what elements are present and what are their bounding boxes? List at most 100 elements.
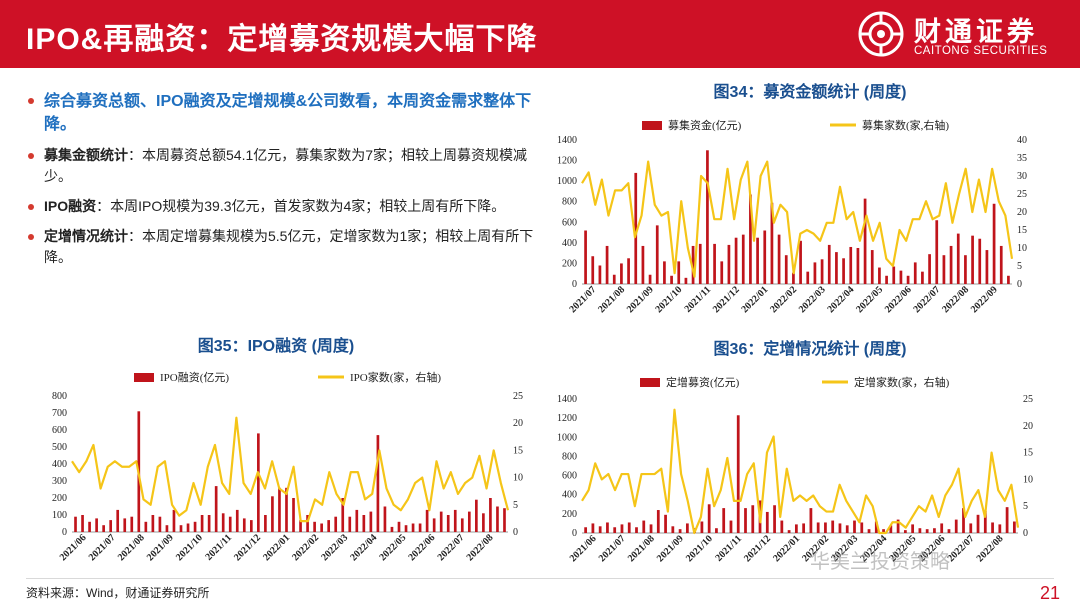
bar-mark xyxy=(1012,521,1016,533)
bar-mark xyxy=(856,248,860,284)
y-right-tick-label: 15 xyxy=(1017,225,1027,236)
x-tick-label: 2021/10 xyxy=(653,284,684,315)
bar-mark xyxy=(102,525,105,532)
chart-title-fig36: 图36：定增情况统计 (周度) xyxy=(713,341,907,358)
bar-mark xyxy=(729,520,733,533)
bar-mark xyxy=(432,518,436,532)
legend-swatch-bar xyxy=(642,121,662,130)
bar-mark xyxy=(896,519,900,533)
bullet-heading: 定增情况统计 xyxy=(44,228,128,244)
y-right-tick-label: 10 xyxy=(1023,474,1033,485)
x-tick-label: 2021/10 xyxy=(684,533,715,564)
bar-mark xyxy=(784,255,788,284)
y-right-tick-label: 5 xyxy=(513,500,518,511)
bar-mark xyxy=(838,523,842,533)
bar-mark xyxy=(903,530,907,533)
bullet-dot-icon xyxy=(28,234,34,240)
legend-label-bar: 定增募资(亿元) xyxy=(666,375,740,389)
bar-mark xyxy=(751,505,755,533)
y-right-tick-label: 10 xyxy=(1017,243,1027,254)
legend-label-bar: 募集资金(亿元) xyxy=(668,118,742,132)
logo-text-en: CAITONG SECURITIES xyxy=(914,45,1048,57)
bar-mark xyxy=(842,258,845,284)
bar-mark xyxy=(749,194,752,284)
y-right-tick-label: 25 xyxy=(1023,394,1033,405)
x-tick-label: 2022/08 xyxy=(975,533,1006,564)
y-left-tick-label: 400 xyxy=(562,490,577,501)
bar-mark xyxy=(809,508,813,533)
bar-mark xyxy=(874,521,878,533)
y-right-tick-label: 15 xyxy=(513,445,523,456)
bar-mark xyxy=(722,508,726,533)
bar-mark xyxy=(824,522,827,533)
bar-mark xyxy=(95,518,98,532)
bar-mark xyxy=(598,265,602,284)
bar-mark xyxy=(663,261,666,284)
bar-mark xyxy=(151,515,155,532)
bar-mark xyxy=(634,172,638,284)
y-right-tick-label: 0 xyxy=(1017,279,1022,290)
bar-mark xyxy=(949,245,953,284)
bar-mark xyxy=(913,262,917,284)
x-tick-label: 2022/04 xyxy=(348,532,379,563)
bar-mark xyxy=(906,275,910,284)
bar-mark xyxy=(482,513,485,532)
bar-mark xyxy=(1007,275,1010,284)
bar-mark xyxy=(816,522,820,533)
y-right-tick-label: 20 xyxy=(513,418,523,429)
x-tick-label: 2022/05 xyxy=(854,284,885,315)
bar-mark xyxy=(691,245,695,284)
bar-mark xyxy=(362,515,366,532)
x-tick-label: 2022/05 xyxy=(377,532,408,563)
x-tick-label: 2022/04 xyxy=(825,284,856,315)
y-left-tick-label: 200 xyxy=(562,509,577,520)
bar-mark xyxy=(991,522,994,533)
legend-label-line: 募集家数(家,右轴) xyxy=(862,118,949,132)
bar-mark xyxy=(765,511,769,533)
bar-mark xyxy=(235,509,239,532)
bar-mark xyxy=(278,487,281,532)
bullet-item: 定增情况统计：本周定增募集规模为5.5亿元，定增家数为1家；相较上周有所下降。 xyxy=(26,226,536,268)
y-right-tick-label: 15 xyxy=(1023,448,1033,459)
bar-mark xyxy=(835,252,838,284)
y-right-tick-label: 20 xyxy=(1023,421,1033,432)
bar-mark xyxy=(925,529,929,533)
x-tick-label: 2021/11 xyxy=(203,532,234,563)
bar-mark xyxy=(446,515,450,532)
bullet-heading: IPO融资 xyxy=(44,198,97,214)
x-tick-label: 2022/03 xyxy=(319,532,350,563)
bar-mark xyxy=(88,521,91,532)
y-left-tick-label: 600 xyxy=(562,471,577,482)
y-left-tick-label: 400 xyxy=(562,238,577,249)
bullet-heading: 募集金额统计 xyxy=(44,147,128,163)
bar-mark xyxy=(453,509,457,532)
bar-mark xyxy=(863,198,867,284)
bar-mark xyxy=(792,272,795,284)
bar-mark xyxy=(460,518,464,532)
bar-mark xyxy=(935,220,939,284)
bar-mark xyxy=(921,271,924,284)
bar-mark xyxy=(715,528,718,533)
bar-mark xyxy=(186,523,190,532)
bar-mark xyxy=(964,255,967,284)
y-left-tick-label: 400 xyxy=(52,459,67,470)
bar-mark xyxy=(671,526,675,533)
bar-mark xyxy=(720,261,724,284)
bar-mark xyxy=(853,520,856,533)
bar-mark xyxy=(264,515,267,532)
bar-mark xyxy=(827,244,831,284)
bar-mark xyxy=(992,203,996,284)
legend-swatch-bar xyxy=(640,378,660,387)
bullet-text: ：本周IPO规模为39.3亿元，首发家数为4家；相较上周有所下降。 xyxy=(96,198,506,214)
bar-mark xyxy=(677,261,681,284)
bar-mark xyxy=(773,505,776,533)
bullet-dot-icon xyxy=(28,98,34,104)
bar-mark xyxy=(348,516,352,532)
bar-mark xyxy=(620,263,623,284)
y-left-tick-label: 300 xyxy=(52,476,67,487)
x-tick-label: 2022/08 xyxy=(465,532,496,563)
bar-mark xyxy=(998,524,1002,533)
y-left-tick-label: 700 xyxy=(52,408,67,419)
bar-mark xyxy=(320,523,323,532)
legend-label-line: IPO家数(家，右轴) xyxy=(350,370,441,384)
